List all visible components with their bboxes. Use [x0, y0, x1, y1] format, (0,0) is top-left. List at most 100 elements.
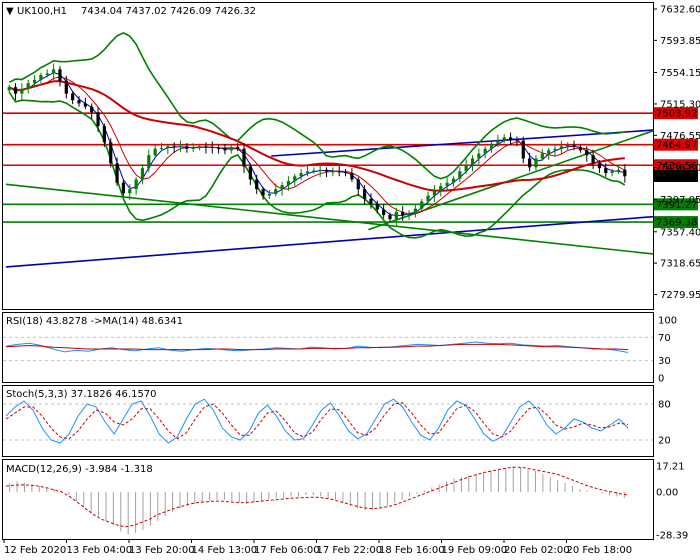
candlesticks [7, 63, 627, 226]
candle-body [470, 158, 475, 165]
candle-body [178, 146, 183, 148]
candle-body [559, 146, 563, 149]
rsi-panel-frame [2, 312, 654, 383]
candle-body [96, 112, 100, 127]
candle-body [375, 203, 379, 210]
candle-body [502, 137, 506, 141]
candle-body [172, 146, 176, 148]
candle-body [197, 146, 202, 148]
candle-body [64, 80, 68, 94]
indicator-line [5, 341, 629, 353]
price-badge-label: 7369.38 [656, 218, 697, 229]
candle-body [210, 147, 214, 149]
candle-body [242, 148, 246, 167]
price-tick-label: 7476.55 [660, 131, 700, 142]
candle-body [255, 179, 259, 190]
indicator-line [5, 343, 629, 351]
candle-body [217, 147, 221, 149]
candle-body [343, 172, 348, 174]
rsi-axis: 100 70 30 0 [658, 316, 677, 385]
trendline [5, 183, 654, 255]
candle-body [121, 182, 126, 194]
candle-body [356, 179, 360, 190]
trendline [5, 215, 654, 268]
price-badge [654, 169, 698, 182]
candle-body [147, 155, 151, 169]
stoch-label: Stoch(5,3,3) 37.1826 46.1570 [6, 389, 157, 400]
candle-body [528, 158, 532, 168]
price-tick-label: 7593.85 [660, 36, 700, 47]
candle-body [508, 137, 513, 139]
chart-header-arrow: ▼ [6, 6, 14, 17]
candle-body [515, 139, 519, 141]
stoch-panel-frame [2, 385, 654, 457]
candle-body [553, 148, 557, 151]
candle-body [382, 209, 386, 216]
candle-body [610, 171, 614, 173]
time-tick-label: 13 Feb 20:00 [129, 545, 195, 556]
candle-body [102, 126, 106, 143]
macd-signal-line [5, 466, 629, 528]
candle-body [115, 163, 119, 183]
indicator-line [5, 402, 629, 440]
time-tick-label: 17 Feb 22:00 [317, 545, 383, 556]
candle-body [153, 148, 157, 156]
candle-body [185, 146, 189, 149]
price-tick-label: 7397.05 [660, 195, 700, 206]
candle-body [604, 168, 608, 173]
candle-body [299, 173, 303, 177]
candle-body [566, 145, 570, 147]
axis-tick-label: 20 [658, 436, 671, 447]
candle-body [432, 190, 437, 196]
candle-body [597, 163, 602, 169]
candle-body [369, 198, 373, 204]
candle-body [445, 182, 449, 186]
time-tick-label: 18 Feb 16:00 [379, 545, 445, 556]
candle-body [204, 146, 208, 148]
candle-body [32, 79, 37, 84]
price-badge-label: 7464.97 [656, 140, 697, 151]
price-tick-label: 7357.40 [660, 227, 700, 238]
candle-body [45, 73, 49, 76]
price-badge-label: 7503.92 [656, 109, 697, 120]
candle-body [394, 211, 398, 220]
trendline [271, 129, 654, 157]
candle-body [286, 181, 291, 186]
candle-body [248, 166, 252, 180]
candle-body [58, 69, 62, 81]
price-panel-frame [2, 2, 654, 310]
candle-body [585, 150, 589, 156]
chart-header-ohlc: 7434.04 7437.02 7426.09 7426.32 [81, 6, 256, 17]
time-tick-label: 19 Feb 09:00 [442, 545, 508, 556]
candle-body [489, 143, 494, 149]
time-tick-label: 12 Feb 2020 [4, 545, 66, 556]
candle-body [324, 169, 329, 172]
axis-tick-label: 30 [658, 356, 671, 367]
candle-body [388, 215, 392, 220]
price-badge [654, 216, 698, 229]
candle-body [407, 213, 411, 216]
price-tick-label: 7318.65 [660, 259, 700, 270]
candle-body [274, 189, 278, 195]
candle-body [591, 155, 595, 164]
stoch-lines [3, 398, 653, 444]
candle-body [451, 178, 456, 183]
candle-body [280, 185, 284, 190]
candle-body [159, 147, 164, 149]
candle-body [578, 147, 582, 151]
candle-body [458, 171, 462, 179]
price-tick-label: 7554.15 [660, 68, 700, 79]
chart-header-symbol: UK100,H1 [17, 6, 67, 17]
candle-body [350, 173, 354, 180]
rsi-lines [3, 336, 653, 362]
slow-ma-line [8, 80, 625, 192]
price-badge [654, 138, 698, 151]
candle-body [236, 147, 240, 149]
price-tick-label: 7632.60 [660, 4, 700, 15]
price-axis: 7632.60 7593.85 7554.15 7515.30 7476.55 7436.… [653, 4, 700, 301]
candle-body [426, 195, 430, 202]
macd-panel-frame [2, 459, 654, 540]
price-tick-label: 7436.80 [660, 163, 700, 174]
